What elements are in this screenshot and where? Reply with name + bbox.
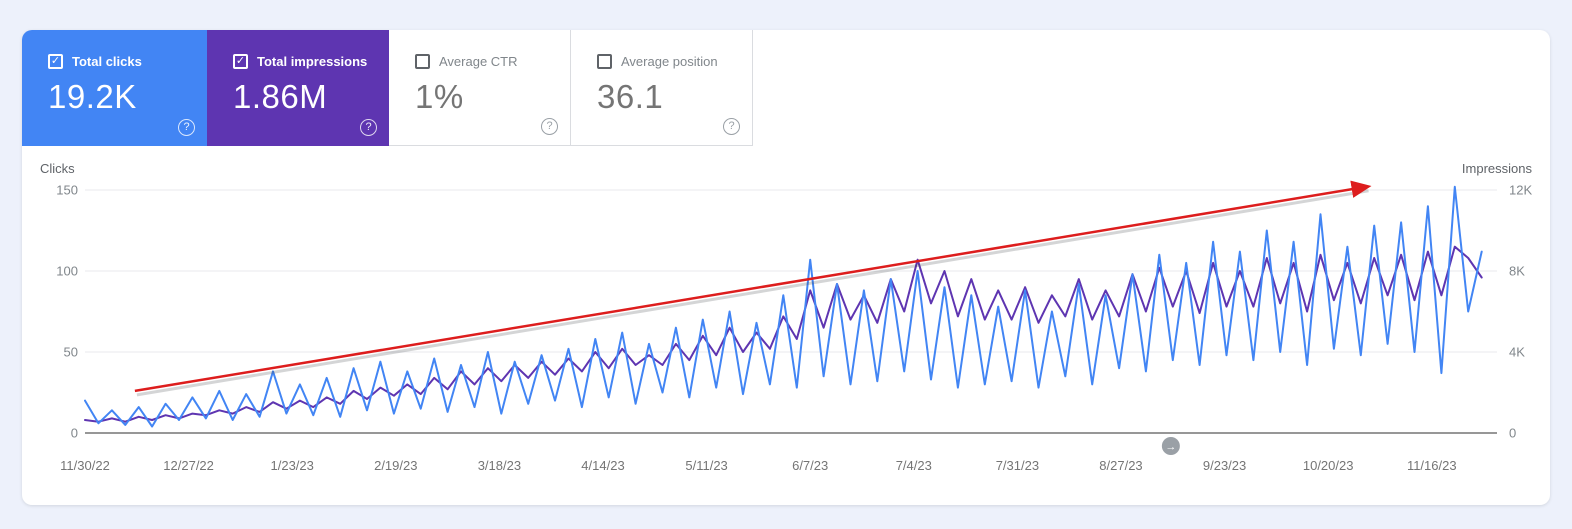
left-axis-tick-label: 50 [64,345,78,360]
card-average-ctr-header: Average CTR [415,54,570,69]
right-axis-tick-label: 8K [1509,264,1525,279]
card-value-total-impressions: 1.86M [233,78,328,115]
help-icon[interactable]: ? [360,119,377,136]
checkbox-checked-icon[interactable]: ✓ [233,54,248,69]
series-layer [84,185,1483,428]
x-tick-label: 5/11/23 [685,458,727,473]
help-icon[interactable]: ? [723,118,740,135]
left-axis-tick-label: 0 [71,426,78,441]
x-tick-label: 7/31/23 [996,458,1039,473]
arrow-right-icon: → [1165,441,1176,453]
x-tick-label: 4/14/23 [581,458,624,473]
timeline-marker[interactable]: → [1161,437,1180,455]
card-average-position[interactable]: Average position 36.1 ? [571,30,753,146]
clicks-line-series [84,185,1483,428]
card-label-total-clicks: Total clicks [72,54,142,69]
card-value-average-ctr: 1% [415,78,464,115]
card-label-total-impressions: Total impressions [257,54,368,69]
trend-arrow-shadow [136,189,1369,397]
x-tick-label: 12/27/22 [163,458,214,473]
trend-arrow-annotation [134,180,1372,397]
x-tick-label: 9/23/23 [1203,458,1246,473]
left-axis-tick-label: 150 [56,183,78,198]
performance-panel: ✓ Total clicks 19.2K ? ✓ Total impressio… [22,30,1550,505]
card-total-clicks-header: ✓ Total clicks [48,54,207,69]
right-axis-title: Impressions [1462,161,1533,176]
x-tick-label: 3/18/23 [478,458,521,473]
x-tick-label: 10/20/23 [1303,458,1354,473]
help-icon[interactable]: ? [541,118,558,135]
card-value-total-clicks: 19.2K [48,78,137,115]
x-tick-label: 1/23/23 [271,458,314,473]
left-axis-title: Clicks [40,161,75,176]
right-axis-tick-label: 12K [1509,183,1532,198]
checkbox-unchecked-icon[interactable] [415,54,430,69]
x-tick-label: 11/16/23 [1407,458,1457,473]
x-tick-label: 2/19/23 [374,458,417,473]
card-total-impressions-header: ✓ Total impressions [233,54,389,69]
card-label-average-position: Average position [621,54,718,69]
x-tick-label: 8/27/23 [1099,458,1142,473]
axis-layer: 150 12K 100 8K 50 4K 0 0 Clicks Impressions 11/30/… [40,161,1533,473]
left-axis-tick-label: 100 [56,264,78,279]
card-total-impressions[interactable]: ✓ Total impressions 1.86M ? [207,30,389,146]
trend-arrow-line [134,180,1372,393]
x-tick-label: 11/30/22 [60,458,110,473]
card-value-average-position: 36.1 [597,78,664,115]
x-tick-label: 6/7/23 [792,458,828,473]
right-axis-tick-label: 4K [1509,345,1525,360]
card-label-average-ctr: Average CTR [439,54,518,69]
right-axis-tick-label: 0 [1509,426,1516,441]
metric-cards-row: ✓ Total clicks 19.2K ? ✓ Total impressio… [22,30,753,147]
checkbox-unchecked-icon[interactable] [597,54,612,69]
checkbox-checked-icon[interactable]: ✓ [48,54,63,69]
help-icon[interactable]: ? [178,119,195,136]
x-tick-label: 7/4/23 [896,458,932,473]
card-average-ctr[interactable]: Average CTR 1% ? [389,30,571,146]
card-average-position-header: Average position [597,54,752,69]
timeline-marker-circle[interactable] [1161,437,1180,455]
chart-canvas[interactable]: 150 12K 100 8K 50 4K 0 0 Clicks Impressions 11/30/… [22,155,1550,505]
card-total-clicks[interactable]: ✓ Total clicks 19.2K ? [22,30,207,146]
